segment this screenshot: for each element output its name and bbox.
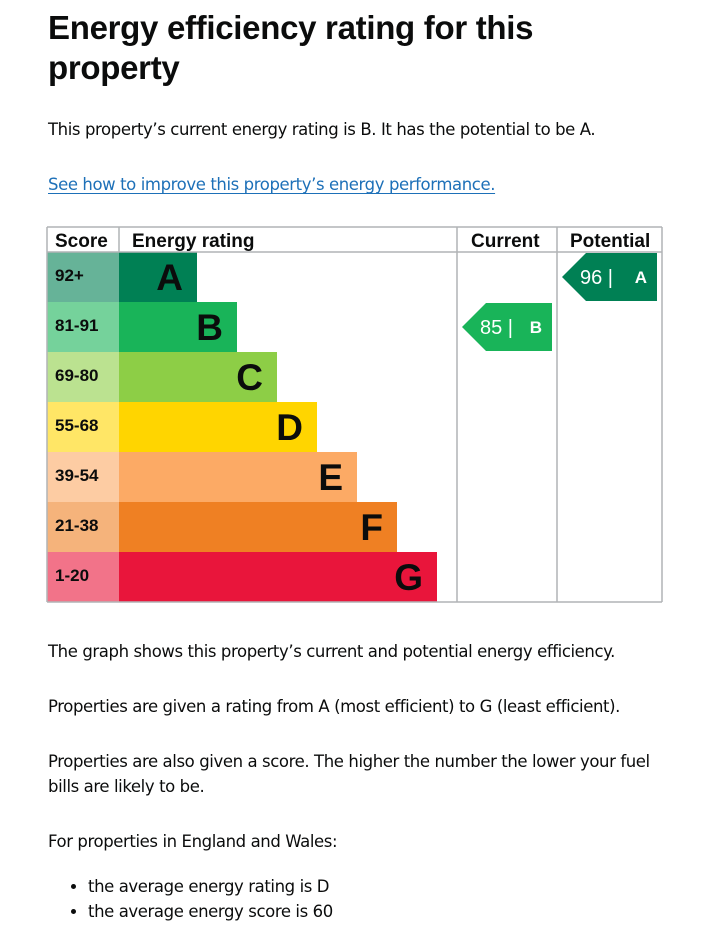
- score-cell-c: [47, 352, 119, 402]
- list-item: the average energy score is 60: [88, 899, 333, 924]
- rating-bar-e: [119, 452, 357, 502]
- current-rating-arrow: [462, 303, 552, 351]
- list-item: the average energy rating is D: [88, 874, 333, 899]
- rating-bar-d: [119, 402, 317, 452]
- score-range-a: 92+: [55, 266, 84, 285]
- improve-energy-link[interactable]: See how to improve this property’s energ…: [48, 175, 496, 194]
- score-range-d: 55-68: [55, 416, 98, 435]
- improve-link-wrapper: See how to improve this property’s energ…: [48, 172, 688, 197]
- graph-explanation: The graph shows this property’s current …: [48, 642, 616, 661]
- energy-rating-chart: Score Energy rating Current Potential 92+ A 81…: [46, 226, 663, 603]
- score-explanation: Properties are also given a score. The h…: [48, 752, 650, 796]
- rating-bar-b: [119, 302, 237, 352]
- rating-explanation: Properties are given a rating from A (mo…: [48, 697, 620, 716]
- potential-header: Potential: [570, 231, 650, 252]
- current-rating-score: 85 |: [480, 317, 513, 339]
- score-cell-g: [47, 552, 119, 602]
- score-range-c: 69-80: [55, 366, 98, 385]
- rating-bar-g: [119, 552, 437, 602]
- rating-bar-c: [119, 352, 277, 402]
- intro-text: This property’s current energy rating is…: [48, 120, 596, 139]
- score-header: Score: [55, 231, 108, 252]
- rating-letter-e: E: [318, 457, 343, 498]
- score-cell-b: [47, 302, 119, 352]
- current-header: Current: [471, 231, 540, 252]
- score-range-e: 39-54: [55, 466, 99, 485]
- score-cell-d: [47, 402, 119, 452]
- score-cell-e: [47, 452, 119, 502]
- rating-letter-f: F: [360, 507, 383, 548]
- potential-rating-score: 96 |: [580, 267, 613, 289]
- rating-letter-d: D: [276, 407, 303, 448]
- score-range-g: 1-20: [55, 566, 89, 585]
- region-intro: For properties in England and Wales:: [48, 832, 338, 851]
- rating-letter-b: B: [196, 307, 223, 348]
- rating-letter-g: G: [394, 557, 423, 598]
- averages-list: the average energy rating is D the avera…: [48, 874, 333, 924]
- rating-letter-a: A: [156, 257, 183, 298]
- current-rating-letter: B: [530, 318, 542, 337]
- potential-rating-letter: A: [635, 268, 647, 287]
- score-cell-f: [47, 502, 119, 552]
- energy-rating-header: Energy rating: [132, 231, 254, 252]
- rating-bar-f: [119, 502, 397, 552]
- score-range-b: 81-91: [55, 316, 98, 335]
- page-title: Energy efficiency rating for this proper…: [48, 9, 534, 86]
- potential-rating-arrow: [562, 253, 657, 301]
- score-cell-a: [47, 252, 119, 302]
- rating-bar-a: [119, 252, 197, 302]
- rating-letter-c: C: [236, 357, 263, 398]
- score-range-f: 21-38: [55, 516, 98, 535]
